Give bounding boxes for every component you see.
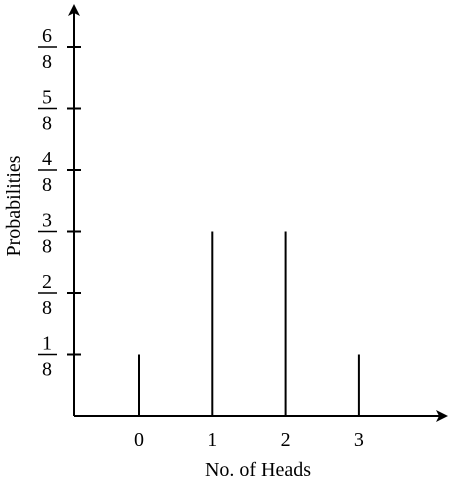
y-tick-group: 1 8 2 8 3 8 4 8 5 8 6 8 bbox=[38, 25, 81, 381]
x-tick-label: 1 bbox=[207, 429, 217, 451]
x-axis-label: No. of Heads bbox=[205, 459, 311, 481]
x-tick-group: 0 1 2 3 bbox=[134, 429, 364, 451]
y-tick-denominator: 8 bbox=[42, 113, 52, 135]
y-axis-label: Probabilities bbox=[3, 155, 25, 256]
y-tick-numerator: 6 bbox=[42, 25, 52, 47]
y-tick-denominator: 8 bbox=[42, 51, 52, 73]
y-tick-numerator: 1 bbox=[42, 333, 52, 355]
y-tick-denominator: 8 bbox=[42, 359, 52, 381]
y-tick-numerator: 3 bbox=[42, 210, 52, 232]
x-tick-label: 2 bbox=[281, 429, 291, 451]
bar-group bbox=[138, 231, 360, 416]
y-tick-numerator: 2 bbox=[42, 271, 52, 293]
x-tick-label: 3 bbox=[354, 429, 364, 451]
x-tick-label: 0 bbox=[134, 429, 144, 451]
y-tick-denominator: 8 bbox=[42, 236, 52, 258]
y-tick-numerator: 5 bbox=[42, 87, 52, 109]
y-tick-denominator: 8 bbox=[42, 297, 52, 319]
y-tick-denominator: 8 bbox=[42, 174, 52, 196]
y-tick-numerator: 4 bbox=[42, 148, 52, 170]
